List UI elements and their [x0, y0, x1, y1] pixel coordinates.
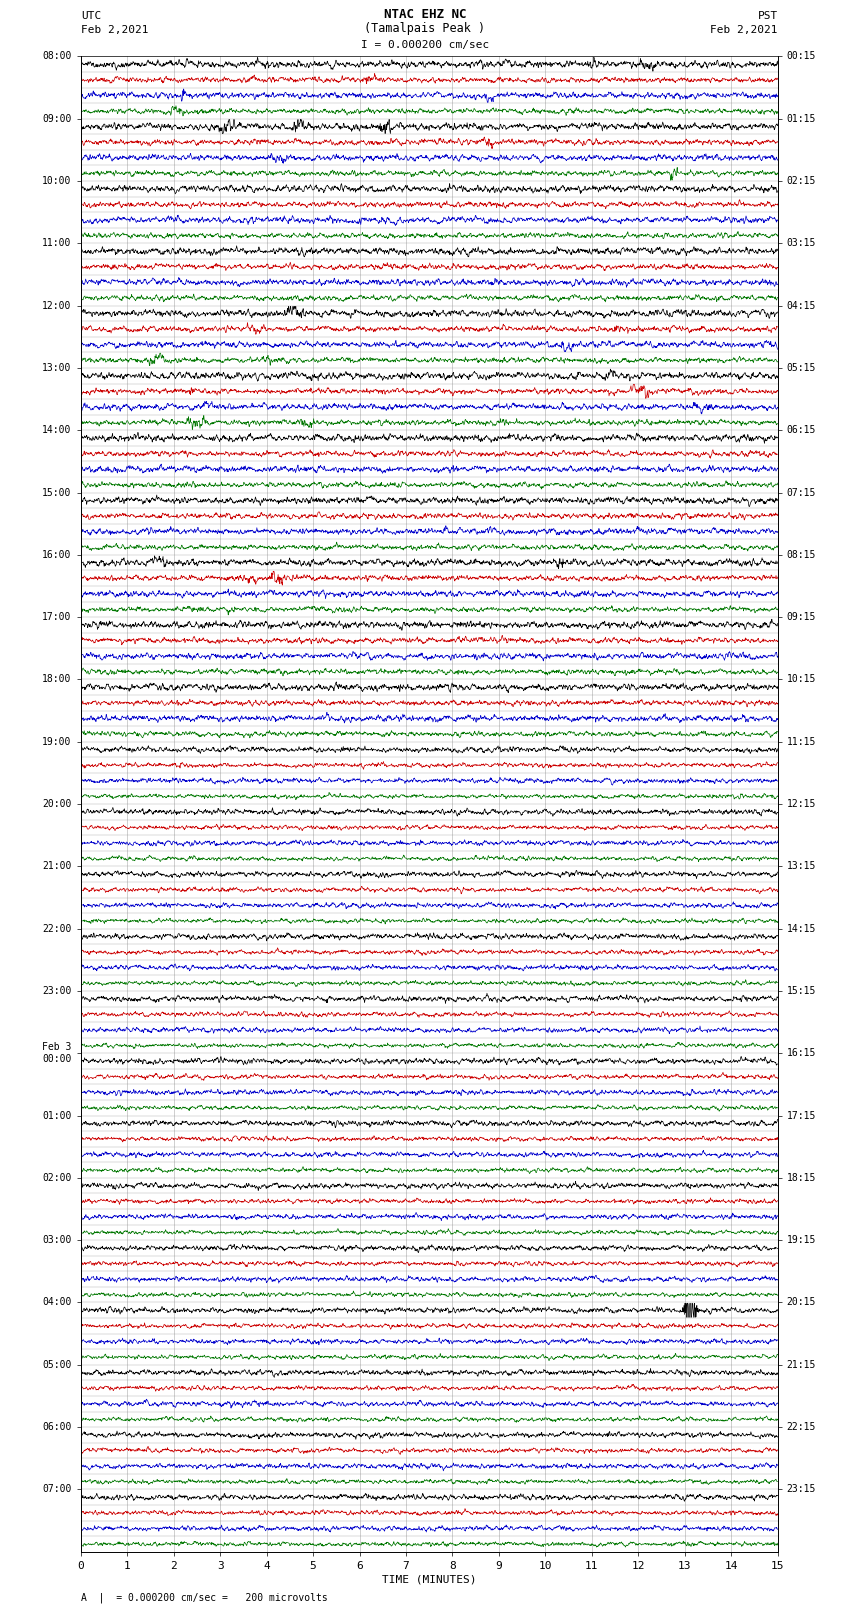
Text: Feb 2,2021: Feb 2,2021: [711, 26, 778, 35]
Text: UTC: UTC: [81, 11, 101, 21]
Text: PST: PST: [757, 11, 778, 21]
Text: NTAC EHZ NC: NTAC EHZ NC: [383, 8, 467, 21]
Text: (Tamalpais Peak ): (Tamalpais Peak ): [365, 23, 485, 35]
Text: A  |  = 0.000200 cm/sec =   200 microvolts: A | = 0.000200 cm/sec = 200 microvolts: [81, 1592, 327, 1603]
X-axis label: TIME (MINUTES): TIME (MINUTES): [382, 1574, 477, 1586]
Text: I = 0.000200 cm/sec: I = 0.000200 cm/sec: [361, 40, 489, 50]
Text: Feb 2,2021: Feb 2,2021: [81, 26, 148, 35]
